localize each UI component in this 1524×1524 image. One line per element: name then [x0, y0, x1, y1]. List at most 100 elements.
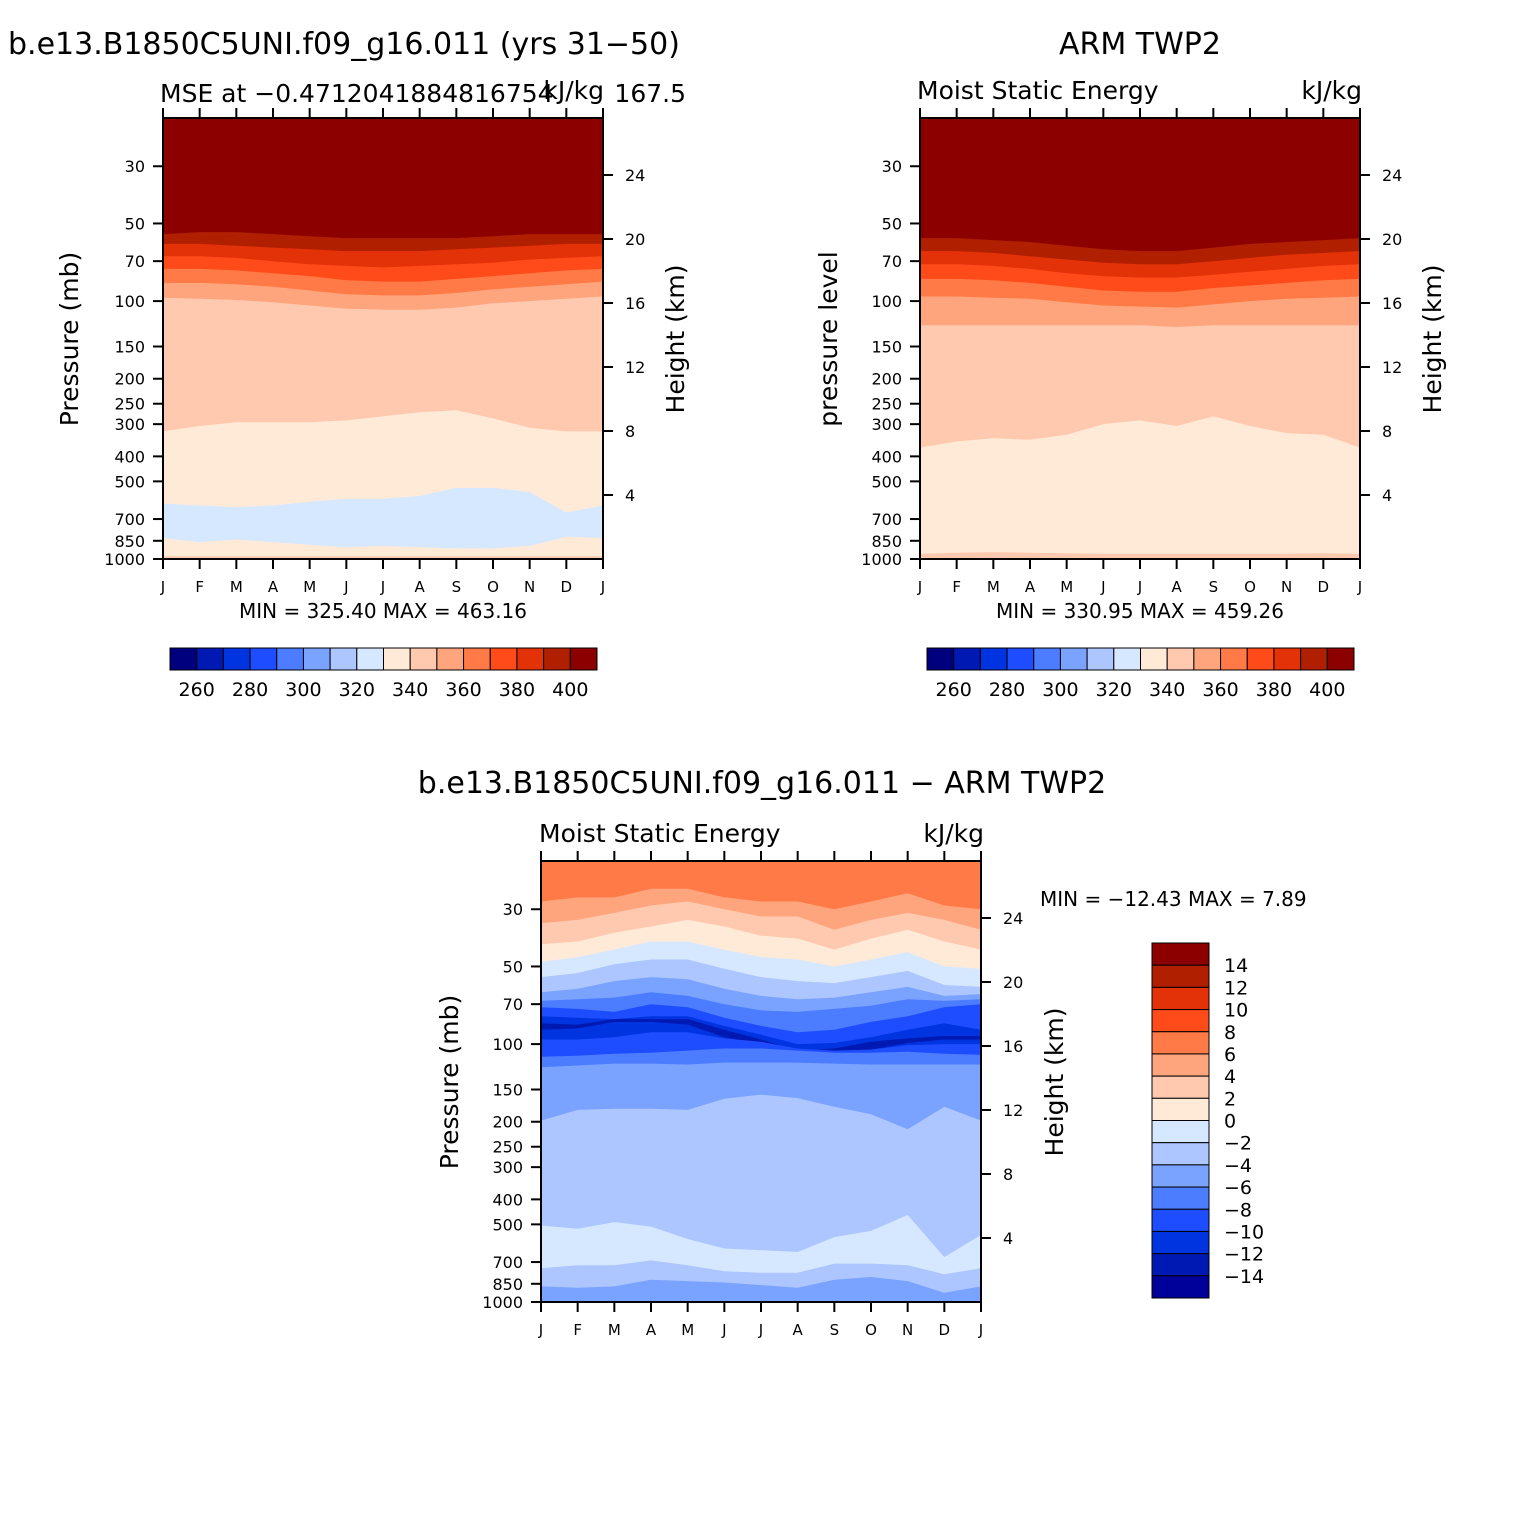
panel-diff-ylabel: Pressure (mb) — [435, 995, 464, 1169]
colorbar-label-5: 4 — [1224, 1066, 1236, 1088]
panel-diff-minmax: MIN = −12.43 MAX = 7.89 — [1040, 887, 1307, 911]
colorbar-swatch-4 — [1151, 1031, 1210, 1055]
y2-tick-label-5: 4 — [625, 486, 635, 505]
y-tick-label-9: 500 — [871, 472, 902, 491]
y2-tick-label-1: 20 — [625, 230, 645, 249]
colorbar-swatch-3 — [1006, 647, 1035, 671]
y2-tick-label-3: 12 — [1003, 1101, 1023, 1120]
x-tick-label-5: J — [1100, 578, 1105, 596]
y2-tick-label-1: 20 — [1003, 973, 1023, 992]
x-tick-label-12: J — [600, 578, 605, 596]
y-tick-label-11: 850 — [871, 532, 902, 551]
colorbar-swatch-2 — [1151, 986, 1210, 1011]
panel-obs-colorbar: 260 280 300 320 340 360 380 400 — [926, 647, 1355, 701]
y-tick-label-7: 300 — [871, 415, 902, 434]
colorbar-swatch-3 — [1151, 1009, 1210, 1033]
colorbar-swatch-2 — [979, 647, 1008, 671]
panel-model-colorbar: 260 280 300 320 340 360 380 400 — [169, 647, 598, 701]
colorbar-swatch-10 — [1193, 647, 1222, 671]
colorbar-swatch-8 — [1140, 647, 1168, 671]
y-tick-label-12: 1000 — [482, 1293, 523, 1312]
y-tick-label-6: 250 — [871, 395, 902, 414]
colorbar-swatch-7 — [1151, 1097, 1210, 1121]
colorbar-label-4: 340 — [392, 679, 428, 701]
colorbar-swatch-14 — [1151, 1253, 1210, 1277]
panel-obs-right-label: kJ/kg — [1301, 76, 1362, 105]
colorbar-label-7: 0 — [1224, 1111, 1236, 1133]
y-tick-label-3: 100 — [492, 1035, 523, 1054]
colorbar-label-14: −14 — [1224, 1266, 1264, 1288]
y2-tick-label-4: 8 — [1003, 1165, 1013, 1184]
colorbar-label-6: 2 — [1224, 1088, 1236, 1110]
x-tick-label-6: J — [758, 1321, 763, 1339]
y-tick-label-10: 700 — [871, 510, 902, 529]
y2-tick-label-1: 20 — [1382, 230, 1402, 249]
colorbar-label-1: 280 — [232, 679, 268, 701]
y-tick-label-10: 700 — [114, 510, 145, 529]
colorbar-label-0: 14 — [1224, 955, 1248, 977]
colorbar-swatch-6 — [1151, 1075, 1210, 1099]
contour-band-6 — [920, 416, 1360, 559]
x-tick-label-10: N — [902, 1321, 913, 1339]
colorbar-swatch-11 — [1151, 1186, 1210, 1210]
colorbar-label-9: −4 — [1224, 1155, 1252, 1177]
colorbar-swatch-6 — [329, 647, 358, 671]
colorbar-swatch-7 — [356, 647, 384, 671]
colorbar-label-8: −2 — [1224, 1133, 1252, 1155]
colorbar-swatch-12 — [489, 647, 518, 671]
y-tick-label-7: 300 — [492, 1158, 523, 1177]
colorbar-label-12: −10 — [1224, 1221, 1264, 1243]
colorbar-swatch-13 — [1151, 1230, 1210, 1255]
y-tick-label-7: 300 — [114, 415, 145, 434]
colorbar-swatch-15 — [1326, 647, 1355, 671]
colorbar-swatch-11 — [463, 647, 491, 671]
colorbar-label-13: −12 — [1224, 1244, 1264, 1266]
y-tick-label-11: 850 — [114, 532, 145, 551]
y-tick-label-6: 250 — [492, 1138, 523, 1157]
x-tick-label-8: S — [1209, 578, 1219, 596]
x-tick-label-4: M — [303, 578, 316, 596]
y-tick-label-2: 70 — [125, 252, 145, 271]
x-tick-label-8: S — [830, 1321, 840, 1339]
colorbar-swatch-6 — [1086, 647, 1115, 671]
panel-model-right-label: kJ/kg — [543, 76, 604, 105]
colorbar-swatch-0 — [169, 647, 198, 671]
x-tick-label-7: A — [415, 578, 426, 596]
y-tick-label-9: 500 — [492, 1215, 523, 1234]
colorbar-label-0: 260 — [936, 679, 972, 701]
y-tick-label-6: 250 — [114, 395, 145, 414]
y-tick-label-0: 30 — [125, 157, 145, 176]
y-tick-label-4: 150 — [871, 338, 902, 357]
colorbar-swatch-5 — [302, 647, 331, 671]
colorbar-swatch-10 — [436, 647, 465, 671]
x-tick-label-9: O — [487, 578, 499, 596]
y-tick-label-1: 50 — [125, 214, 145, 233]
colorbar-swatch-0 — [1151, 942, 1210, 966]
colorbar-swatch-9 — [409, 647, 438, 671]
y2-tick-label-0: 24 — [1382, 166, 1402, 185]
y-tick-label-4: 150 — [492, 1081, 523, 1100]
x-tick-label-6: J — [1137, 578, 1142, 596]
x-tick-label-3: A — [646, 1321, 657, 1339]
y2-tick-label-3: 12 — [1382, 358, 1402, 377]
colorbar-swatch-1 — [1151, 964, 1210, 988]
y2-tick-label-5: 4 — [1382, 486, 1392, 505]
colorbar-label-1: 12 — [1224, 977, 1248, 999]
panel-model-ylabel: Pressure (mb) — [55, 252, 84, 426]
colorbar-label-3: 320 — [1096, 679, 1132, 701]
y-tick-label-8: 400 — [871, 447, 902, 466]
contour-band-7 — [920, 552, 1360, 559]
x-tick-label-2: M — [987, 578, 1000, 596]
colorbar-swatch-15 — [1151, 1275, 1210, 1299]
x-tick-label-11: D — [939, 1321, 951, 1339]
y2-tick-label-2: 16 — [1382, 294, 1402, 313]
y2-tick-label-4: 8 — [1382, 422, 1392, 441]
x-tick-label-2: M — [608, 1321, 621, 1339]
x-tick-label-9: O — [865, 1321, 877, 1339]
x-tick-label-11: D — [1318, 578, 1330, 596]
colorbar-label-6: 380 — [499, 679, 535, 701]
colorbar-label-5: 360 — [1202, 679, 1238, 701]
panel-obs-y2label: Height (km) — [1418, 265, 1447, 414]
